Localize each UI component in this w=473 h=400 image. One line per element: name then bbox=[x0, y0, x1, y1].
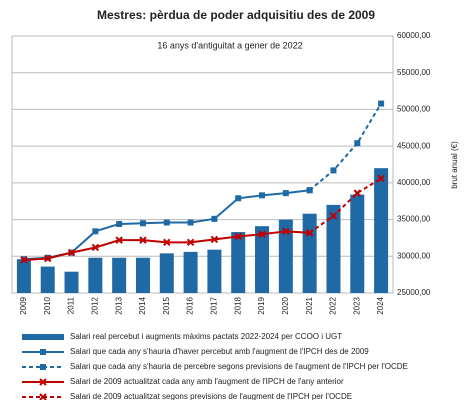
line-marker bbox=[305, 229, 314, 237]
line-marker bbox=[44, 254, 52, 263]
legend-marker bbox=[39, 393, 47, 400]
line-marker bbox=[211, 215, 218, 222]
line-marker bbox=[91, 243, 100, 252]
x-tick-label: 2013 bbox=[114, 296, 123, 314]
x-tick-label: 2021 bbox=[305, 296, 314, 314]
legend-label: Salari de 2009 actualitzat cada any amb … bbox=[70, 377, 344, 386]
y-tick-label: 55000,00 bbox=[397, 68, 431, 77]
line-marker bbox=[235, 195, 242, 202]
legend-label: Salari real percebut i augments màxims p… bbox=[70, 332, 342, 341]
line-marker bbox=[353, 189, 361, 197]
bar bbox=[159, 253, 174, 293]
x-tick-label: 2014 bbox=[138, 296, 147, 314]
bar bbox=[112, 257, 127, 293]
line-marker bbox=[282, 190, 289, 197]
line-marker bbox=[329, 212, 338, 220]
x-tick-label: 2012 bbox=[90, 296, 99, 314]
line-marker bbox=[163, 219, 170, 226]
bar bbox=[88, 257, 103, 293]
y-tick-label: 40000,00 bbox=[397, 178, 431, 187]
chart-title: Mestres: pèrdua de poder adquisitiu des … bbox=[97, 8, 375, 22]
bar bbox=[231, 232, 246, 293]
chart-subtitle: 16 anys d'antiguitat a gener de 2022 bbox=[157, 40, 302, 50]
x-tick-label: 2024 bbox=[376, 296, 385, 314]
bar bbox=[326, 204, 341, 293]
y-tick-label: 25000,00 bbox=[397, 288, 431, 297]
y-tick-label: 50000,00 bbox=[397, 105, 431, 114]
line-marker bbox=[330, 167, 337, 174]
x-tick-label: 2010 bbox=[43, 296, 52, 314]
x-tick-label: 2020 bbox=[281, 296, 290, 314]
legend-label: Salari que cada any s'hauria de percebre… bbox=[70, 362, 408, 371]
bar bbox=[302, 213, 317, 293]
x-tick-label: 2011 bbox=[67, 296, 76, 314]
bar bbox=[374, 168, 389, 293]
line-marker bbox=[92, 228, 99, 235]
y-axis-label: brut anual (€) bbox=[450, 141, 459, 189]
line-marker bbox=[186, 238, 195, 247]
x-tick-label: 2023 bbox=[352, 296, 361, 314]
line-marker bbox=[139, 236, 147, 244]
line-marker bbox=[306, 187, 313, 194]
line-marker bbox=[115, 236, 123, 244]
bar bbox=[40, 266, 55, 293]
line bbox=[309, 177, 382, 234]
x-tick-label: 2019 bbox=[257, 296, 266, 314]
line-marker bbox=[354, 140, 361, 147]
bar bbox=[64, 271, 79, 293]
bar bbox=[183, 251, 198, 293]
legend-label: Salari que cada any s'hauria d'haver per… bbox=[70, 347, 369, 356]
bar bbox=[255, 226, 270, 293]
legend-marker bbox=[39, 378, 47, 386]
line bbox=[309, 103, 382, 191]
y-tick-label: 35000,00 bbox=[397, 215, 431, 224]
line-marker bbox=[259, 192, 266, 199]
line-marker bbox=[377, 174, 385, 183]
bar bbox=[350, 194, 365, 293]
x-tick-label: 2018 bbox=[233, 296, 242, 314]
legend-marker bbox=[40, 349, 46, 355]
line-marker bbox=[116, 220, 123, 227]
line-marker bbox=[378, 100, 385, 107]
line-marker bbox=[210, 235, 219, 244]
legend-label: Salari de 2009 actualitzat segons previs… bbox=[70, 392, 352, 400]
line-marker bbox=[67, 248, 76, 257]
legend-swatch bbox=[22, 334, 64, 340]
line-marker bbox=[258, 230, 266, 238]
x-tick-label: 2009 bbox=[19, 296, 28, 314]
line-marker bbox=[20, 256, 28, 264]
line-marker bbox=[282, 227, 290, 236]
line-marker bbox=[163, 238, 171, 247]
x-tick-label: 2015 bbox=[162, 296, 171, 314]
y-tick-label: 45000,00 bbox=[397, 141, 431, 150]
y-tick-label: 30000,00 bbox=[397, 251, 431, 260]
bar bbox=[16, 259, 31, 293]
x-tick-label: 2017 bbox=[210, 296, 219, 314]
line-marker bbox=[187, 219, 194, 226]
line-marker bbox=[139, 220, 146, 227]
y-tick-label: 60000,00 bbox=[397, 31, 431, 40]
x-tick-label: 2022 bbox=[329, 296, 338, 314]
bar bbox=[278, 219, 293, 293]
legend-marker bbox=[40, 364, 46, 370]
bar bbox=[135, 257, 150, 293]
bar bbox=[207, 249, 222, 293]
line-marker bbox=[234, 232, 242, 241]
x-tick-label: 2016 bbox=[186, 296, 195, 314]
